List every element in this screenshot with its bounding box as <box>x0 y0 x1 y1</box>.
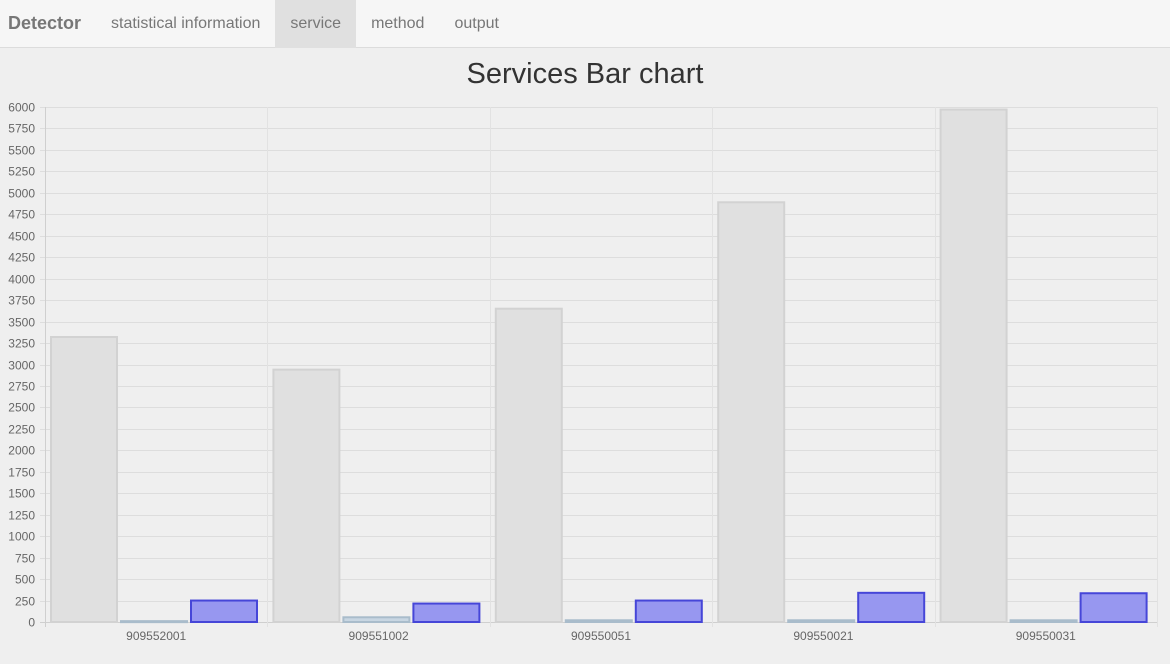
x-tick-label: 909551002 <box>349 629 409 643</box>
bar <box>634 599 703 624</box>
y-tick-label: 500 <box>15 573 35 587</box>
nav-item-statistical-information[interactable]: statistical information <box>111 15 261 32</box>
bar <box>1009 619 1078 623</box>
bar <box>342 616 411 624</box>
y-tick-label: 0 <box>28 616 35 630</box>
x-tick-label: 909550051 <box>571 629 631 643</box>
y-tick-label: 4750 <box>8 208 35 222</box>
y-tick-label: 4250 <box>8 251 35 265</box>
brand-logo[interactable]: Detector <box>8 13 82 33</box>
y-tick-label: 5250 <box>8 165 35 179</box>
nav-item-method[interactable]: method <box>371 15 425 32</box>
bar <box>494 307 563 623</box>
x-tick-label: 909550021 <box>793 629 853 643</box>
navbar: Detector statistical information service… <box>0 0 1170 48</box>
bar <box>857 591 926 623</box>
y-tick-label: 3000 <box>8 359 35 373</box>
y-tick-label: 250 <box>15 595 35 609</box>
x-tick-label: 909552001 <box>126 629 186 643</box>
y-tick-label: 750 <box>15 552 35 566</box>
x-tick-label: 909550031 <box>1016 629 1076 643</box>
nav-item-service[interactable]: service <box>275 0 357 48</box>
y-tick-label: 3750 <box>8 294 35 308</box>
bar <box>564 619 633 623</box>
y-tick-label: 1250 <box>8 509 35 523</box>
y-tick-label: 2500 <box>8 401 35 415</box>
bar <box>120 620 188 624</box>
chart-title: Services Bar chart <box>466 58 704 90</box>
bar <box>939 108 1008 623</box>
y-tick-label: 1500 <box>8 487 35 501</box>
bar <box>787 619 856 623</box>
nav-menu: statistical information service method o… <box>96 0 514 48</box>
nav-item-output[interactable]: output <box>454 15 499 32</box>
y-tick-label: 4000 <box>8 273 35 287</box>
y-tick-label: 3500 <box>8 316 35 330</box>
bar <box>717 201 786 623</box>
bar <box>272 368 341 623</box>
y-tick-label: 2000 <box>8 444 35 458</box>
y-tick-label: 5750 <box>8 122 35 136</box>
y-tick-label: 3250 <box>8 337 35 351</box>
y-tick-label: 2750 <box>8 380 35 394</box>
bar <box>50 336 118 623</box>
y-tick-label: 5500 <box>8 144 35 158</box>
y-tick-label: 4500 <box>8 230 35 244</box>
bar <box>412 602 481 624</box>
y-tick-label: 1000 <box>8 530 35 544</box>
y-tick-label: 5000 <box>8 187 35 201</box>
y-tick-label: 6000 <box>8 101 35 115</box>
y-tick-label: 2250 <box>8 423 35 437</box>
bar <box>1079 592 1148 624</box>
bar <box>190 599 258 624</box>
y-tick-label: 1750 <box>8 466 35 480</box>
